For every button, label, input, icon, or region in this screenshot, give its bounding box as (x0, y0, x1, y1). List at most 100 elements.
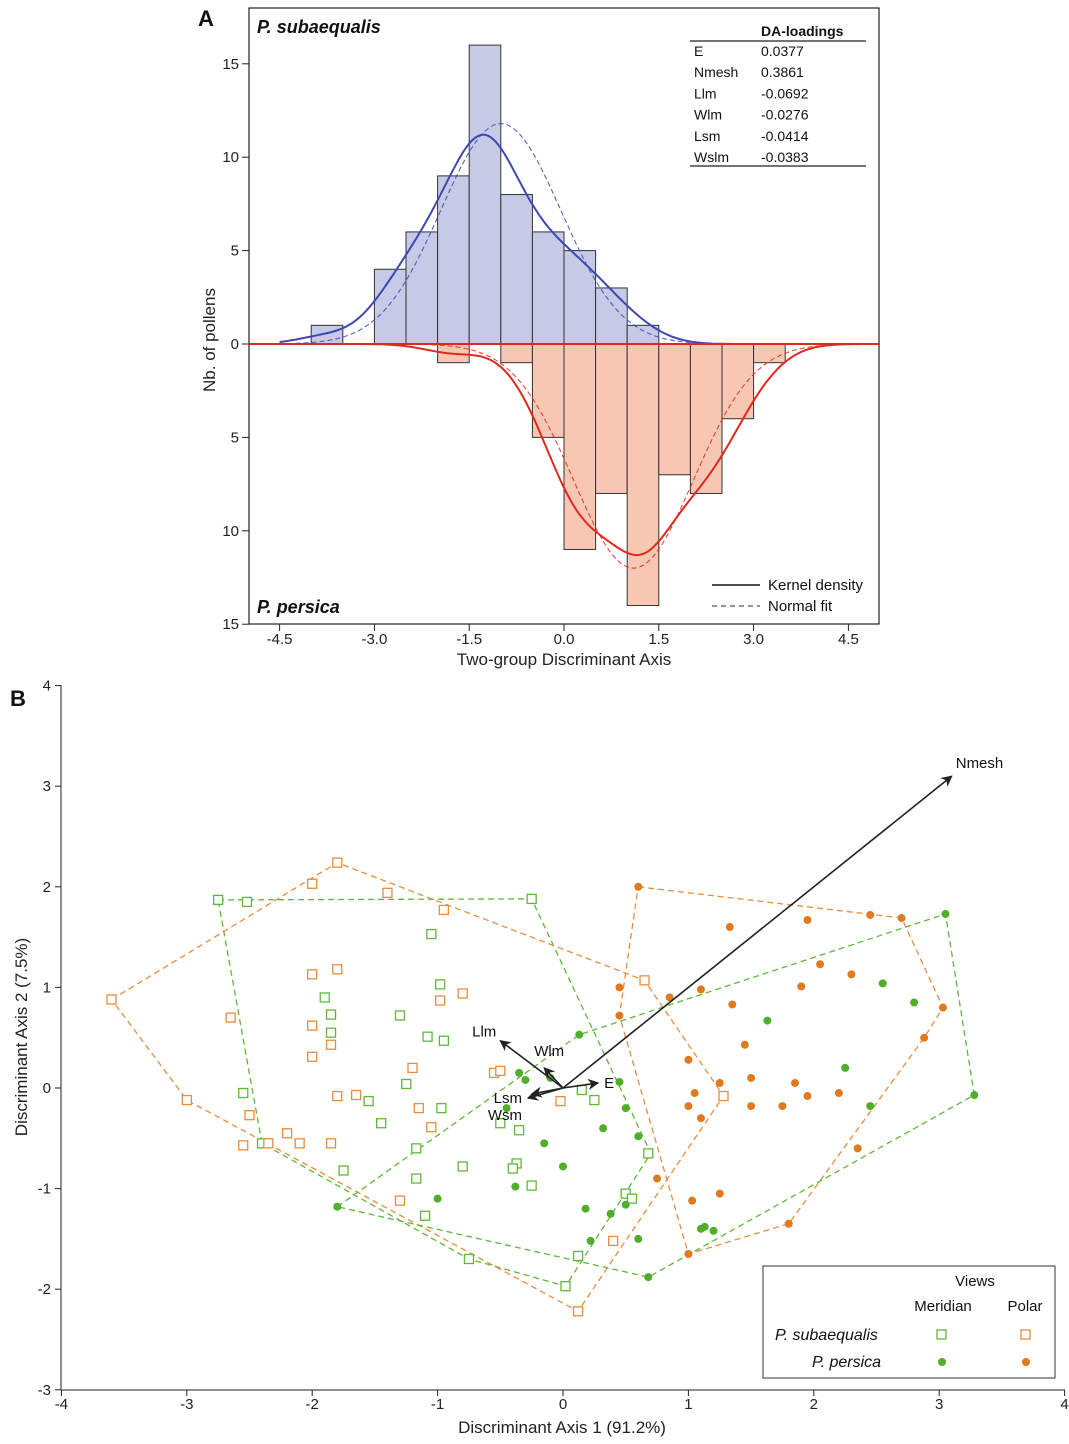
panel-a-y-axis-title: Nb. of pollens (200, 288, 219, 392)
p-persica-meridian-point (841, 1063, 850, 1072)
p-subaequalis-meridian-point (212, 894, 224, 906)
p-subaequalis-meridian-point (411, 1143, 422, 1154)
p-subaequalis-polar-point (238, 1140, 249, 1151)
p-subaequalis-polar-point (495, 1065, 506, 1077)
p-persica-polar-point (803, 1092, 812, 1101)
p-persica-polar-point (615, 983, 624, 992)
p-persica-polar-point (747, 1073, 756, 1082)
llm-vector (499, 1040, 564, 1089)
p-subaequalis-polar-point (350, 1089, 362, 1101)
p-persica-polar-point (803, 915, 812, 924)
p-subaequalis-meridian-point (238, 1087, 249, 1099)
p-subaequalis-polar-point (325, 1039, 337, 1050)
y-tick-label: 3 (43, 778, 51, 795)
p-subaequalis-meridian-point (560, 1281, 571, 1292)
p-persica-polar-point (778, 1102, 787, 1111)
nmesh-vector (562, 775, 953, 1089)
x-tick-label: 1.5 (648, 631, 669, 648)
x-tick-label: 3.0 (743, 631, 764, 648)
y-tick-label: 1 (43, 979, 51, 996)
loading-variable: Wlm (694, 107, 722, 123)
p-subaequalis-meridian-point (589, 1094, 600, 1106)
y-tick-label: 2 (43, 879, 51, 896)
p-subaequalis-meridian-point (325, 1027, 337, 1038)
p-persica-meridian-point (709, 1226, 718, 1235)
persica-histogram-bar (626, 343, 660, 607)
loading-value: -0.0276 (761, 107, 809, 123)
p-persica-polar-point (920, 1033, 929, 1042)
p-subaequalis-meridian-point (319, 992, 330, 1003)
persica-histogram-bar (500, 343, 533, 364)
histogram-bars (310, 44, 786, 607)
e-vector (562, 1078, 600, 1090)
panel-a-axes: -4.5 -3.0 -1.5 0.0 1.5 3.0 4.5 0 5 10 15 5 10 15 (222, 56, 859, 648)
loading-value: -0.0414 (761, 128, 809, 144)
p-persica-polar-point (665, 993, 674, 1002)
p-subaequalis-meridian-point (419, 1210, 431, 1221)
y-tick-label: 5 (231, 243, 239, 260)
y-tick-label: 0 (231, 336, 239, 353)
density-curves (249, 123, 881, 569)
p-subaequalis-polar-point (307, 1020, 318, 1031)
p-subaequalis-meridian-point (463, 1253, 475, 1265)
p-subaequalis-polar-point (307, 1051, 318, 1062)
p-persica-meridian-point (575, 1030, 584, 1039)
y-tick-label: 10 (222, 523, 239, 540)
x-tick-label: 2 (810, 1396, 818, 1413)
loading-variable: Wslm (694, 149, 729, 165)
p-subaequalis-polar-point (555, 1095, 566, 1107)
loading-variable: Llm (694, 85, 717, 101)
p-persica-polar-point (834, 1089, 843, 1098)
p-subaequalis-polar-point (572, 1306, 584, 1317)
p-subaequalis-meridian-point (338, 1165, 349, 1176)
p-persica-polar-point (653, 1174, 662, 1183)
legend-subaequalis-polar-marker (1020, 1329, 1031, 1340)
p-persica-meridian-point (586, 1236, 595, 1245)
p-persica-polar-point (684, 1249, 693, 1258)
p-persica-polar-point (866, 910, 875, 919)
y-tick-label: -3 (38, 1382, 51, 1399)
convex-hull (335, 913, 976, 1278)
persica-histogram-bar (658, 343, 691, 476)
y-tick-label: -1 (38, 1181, 51, 1198)
p-persica-polar-point (847, 970, 856, 979)
loading-value: -0.0383 (761, 149, 809, 165)
p-subaequalis-meridian-point (643, 1148, 654, 1159)
p-persica-polar-point (784, 1219, 793, 1228)
p-persica-meridian-point (621, 1200, 630, 1209)
persica-histogram-bar (753, 343, 786, 364)
p-persica-polar-point (740, 1040, 749, 1049)
convex-hull (110, 861, 725, 1313)
p-subaequalis-meridian-point (411, 1173, 422, 1184)
p-persica-meridian-point (763, 1016, 772, 1025)
loading-variable: E (694, 43, 703, 59)
p-persica-meridian-point (621, 1104, 630, 1113)
x-tick-label: 0 (559, 1396, 567, 1413)
p-persica-polar-point (696, 985, 705, 994)
p-persica-meridian-point (696, 1224, 705, 1233)
p-subaequalis-polar-point (263, 1138, 274, 1149)
y-tick-label: 4 (43, 678, 51, 695)
wsm-vector-label: Wsm (488, 1107, 522, 1124)
x-tick-label: 4 (1060, 1396, 1068, 1413)
p-persica-polar-point (725, 923, 734, 932)
x-tick-label: 1 (684, 1396, 692, 1413)
wlm-vector (543, 1067, 564, 1089)
p-subaequalis-polar-point (426, 1122, 437, 1133)
p-persica-polar-point (684, 1102, 693, 1111)
p-subaequalis-polar-point (332, 857, 343, 868)
panel-b-y-axis-title: Discriminant Axis 2 (7.5%) (12, 938, 31, 1136)
legend-subaequalis-meridian-marker (936, 1329, 947, 1340)
p-persica-polar-point (797, 982, 806, 991)
p-persica-meridian-point (521, 1075, 530, 1084)
x-tick-label: 3 (935, 1396, 943, 1413)
x-tick-label: -1 (431, 1396, 444, 1413)
p-persica-meridian-point (581, 1204, 590, 1213)
y-tick-label: 5 (231, 429, 239, 446)
p-persica-polar-point (747, 1102, 756, 1111)
p-subaequalis-polar-point (325, 1138, 337, 1149)
persica-histogram-bar (721, 343, 755, 420)
x-tick-label: -3 (180, 1396, 193, 1413)
x-tick-label: 4.5 (838, 631, 859, 648)
p-subaequalis-polar-point (225, 1012, 236, 1023)
